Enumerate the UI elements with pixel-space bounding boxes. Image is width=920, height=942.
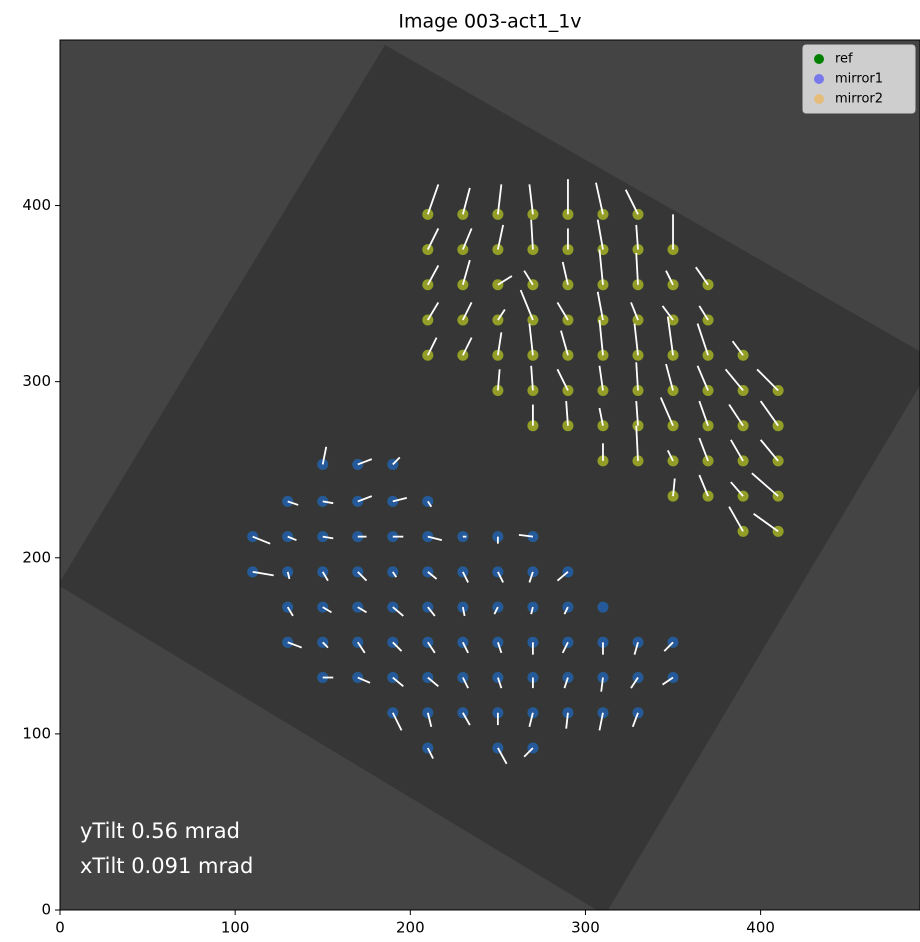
legend-label: mirror2: [835, 92, 883, 107]
point: [597, 602, 608, 613]
legend-marker: [814, 74, 824, 84]
y-tick-label: 200: [22, 548, 51, 566]
legend-label: mirror1: [835, 72, 883, 87]
page: {"chart_data": {"type": "scatter", "titl…: [0, 0, 920, 942]
y-tick-label: 0: [41, 901, 51, 919]
annotation: yTilt 0.56 mrad: [80, 819, 240, 843]
legend-label: ref: [835, 52, 853, 67]
x-tick-label: 0: [55, 919, 65, 937]
legend-marker: [814, 54, 824, 64]
x-tick-label: 400: [746, 919, 775, 937]
chart-title: Image 003-act1_1v: [398, 11, 581, 33]
x-tick-label: 100: [221, 919, 250, 937]
x-tick-label: 200: [396, 919, 425, 937]
x-tick-label: 300: [571, 919, 600, 937]
y-tick-label: 400: [22, 196, 51, 214]
legend-marker: [814, 94, 824, 104]
chart: Image 003-act1_1v yTilt 0.56 mrad xTilt …: [0, 0, 920, 942]
y-tick-label: 100: [22, 724, 51, 742]
y-tick-label: 300: [22, 372, 51, 390]
annotation: xTilt 0.091 mrad: [80, 854, 253, 878]
